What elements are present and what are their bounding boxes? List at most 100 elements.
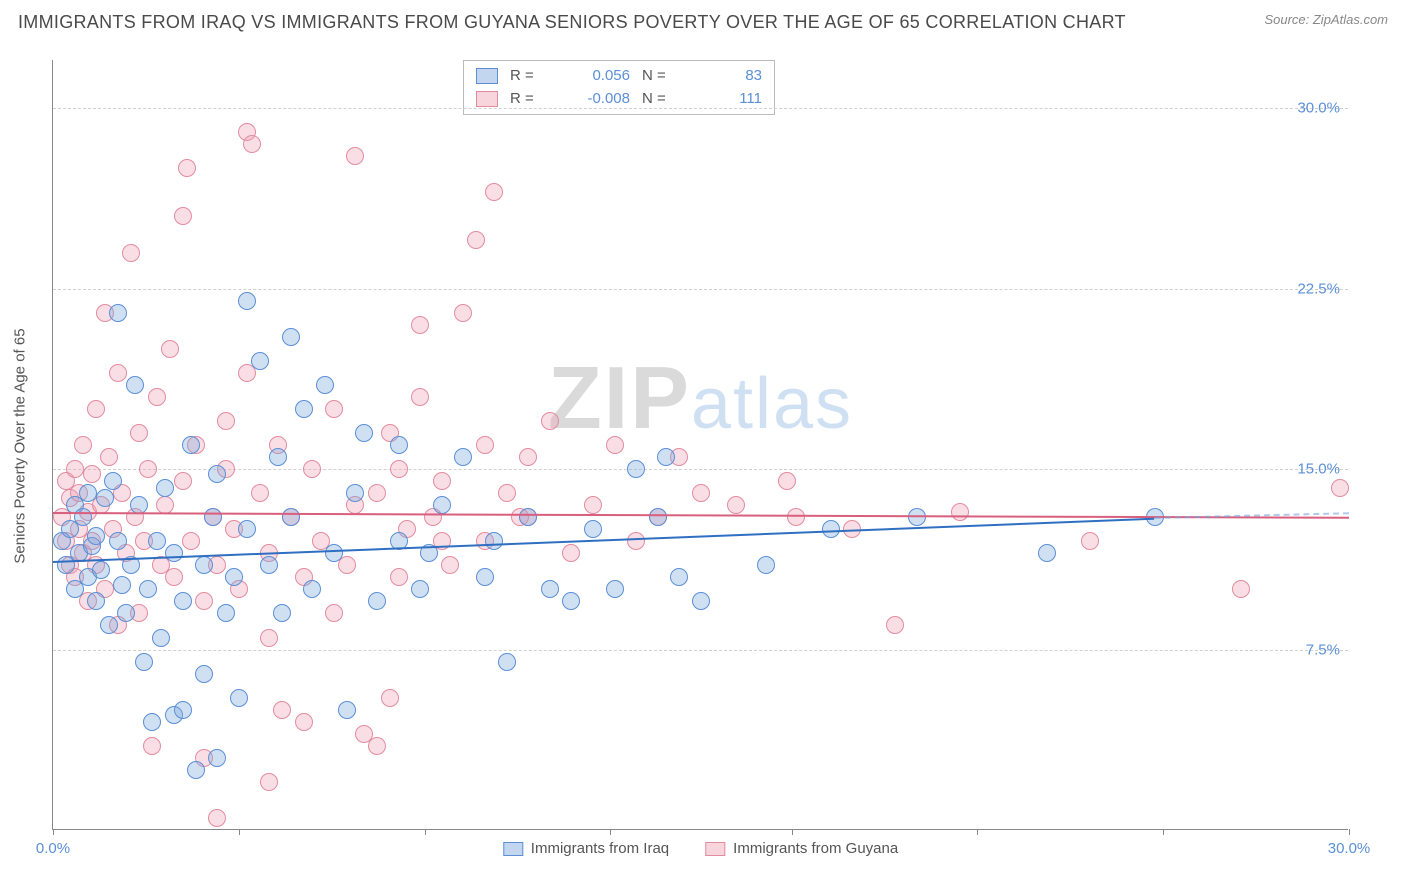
iraq-data-point <box>208 465 226 483</box>
iraq-n-value: 83 <box>692 65 762 88</box>
iraq-data-point <box>757 556 775 574</box>
iraq-data-point <box>454 448 472 466</box>
iraq-data-point <box>627 460 645 478</box>
guyana-data-point <box>66 460 84 478</box>
iraq-data-point <box>187 761 205 779</box>
iraq-data-point <box>96 489 114 507</box>
iraq-data-point <box>225 568 243 586</box>
iraq-data-point <box>485 532 503 550</box>
iraq-data-point <box>126 376 144 394</box>
iraq-data-point <box>87 527 105 545</box>
legend-n-label: N = <box>642 65 680 88</box>
guyana-data-point <box>584 496 602 514</box>
iraq-data-point <box>411 580 429 598</box>
iraq-data-point <box>87 592 105 610</box>
iraq-data-point <box>156 479 174 497</box>
guyana-data-point <box>390 568 408 586</box>
iraq-data-point <box>541 580 559 598</box>
guyana-data-point <box>441 556 459 574</box>
guyana-data-point <box>143 737 161 755</box>
guyana-data-point <box>368 737 386 755</box>
guyana-data-point <box>368 484 386 502</box>
iraq-data-point <box>238 292 256 310</box>
x-tick-mark <box>53 829 54 835</box>
x-tick-mark <box>1349 829 1350 835</box>
guyana-data-point <box>87 400 105 418</box>
iraq-data-point <box>251 352 269 370</box>
gridline <box>53 289 1348 290</box>
iraq-swatch-icon <box>503 842 523 856</box>
iraq-data-point <box>273 604 291 622</box>
guyana-data-point <box>485 183 503 201</box>
guyana-data-point <box>295 713 313 731</box>
iraq-data-point <box>562 592 580 610</box>
iraq-data-point <box>368 592 386 610</box>
iraq-data-point <box>143 713 161 731</box>
chart-plot-area: R = 0.056 N = 83 R = -0.008 N = 111 ZIPa… <box>52 60 1348 830</box>
guyana-data-point <box>498 484 516 502</box>
iraq-data-point <box>269 448 287 466</box>
guyana-data-point <box>130 424 148 442</box>
guyana-data-point <box>273 701 291 719</box>
iraq-data-point <box>174 701 192 719</box>
iraq-data-point <box>657 448 675 466</box>
guyana-data-point <box>178 159 196 177</box>
guyana-data-point <box>303 460 321 478</box>
iraq-data-point <box>139 580 157 598</box>
guyana-data-point <box>109 364 127 382</box>
iraq-data-point <box>165 544 183 562</box>
guyana-data-point <box>951 503 969 521</box>
iraq-data-point <box>670 568 688 586</box>
iraq-data-point <box>325 544 343 562</box>
guyana-data-point <box>122 244 140 262</box>
correlation-legend: R = 0.056 N = 83 R = -0.008 N = 111 <box>463 60 775 115</box>
guyana-data-point <box>100 448 118 466</box>
iraq-data-point <box>390 436 408 454</box>
guyana-data-point <box>476 436 494 454</box>
iraq-data-point <box>204 508 222 526</box>
iraq-data-point <box>74 508 92 526</box>
iraq-data-point <box>355 424 373 442</box>
source-attribution: Source: ZipAtlas.com <box>1264 12 1388 27</box>
guyana-data-point <box>243 135 261 153</box>
iraq-data-point <box>92 561 110 579</box>
gridline <box>53 108 1348 109</box>
guyana-data-point <box>627 532 645 550</box>
x-tick-mark <box>1163 829 1164 835</box>
iraq-r-value: 0.056 <box>560 65 630 88</box>
iraq-data-point <box>113 576 131 594</box>
iraq-data-point <box>476 568 494 586</box>
y-tick-label: 7.5% <box>1306 641 1340 658</box>
iraq-data-point <box>338 701 356 719</box>
guyana-r-value: -0.008 <box>560 88 630 111</box>
iraq-data-point <box>260 556 278 574</box>
iraq-data-point <box>346 484 364 502</box>
guyana-data-point <box>778 472 796 490</box>
guyana-data-point <box>727 496 745 514</box>
iraq-data-point <box>217 604 235 622</box>
x-tick-label: 0.0% <box>36 840 70 857</box>
iraq-data-point <box>230 689 248 707</box>
iraq-data-point <box>1038 544 1056 562</box>
legend-r-label: R = <box>510 65 548 88</box>
iraq-data-point <box>152 629 170 647</box>
iraq-swatch-icon <box>476 68 498 84</box>
guyana-data-point <box>411 388 429 406</box>
guyana-data-point <box>692 484 710 502</box>
guyana-data-point <box>182 532 200 550</box>
guyana-data-point <box>433 472 451 490</box>
iraq-data-point <box>195 556 213 574</box>
watermark-logo: ZIPatlas <box>548 347 853 449</box>
iraq-data-point <box>117 604 135 622</box>
guyana-data-point <box>217 412 235 430</box>
gridline <box>53 469 1348 470</box>
guyana-data-point <box>562 544 580 562</box>
iraq-data-point <box>208 749 226 767</box>
guyana-data-point <box>390 460 408 478</box>
guyana-n-value: 111 <box>692 88 762 111</box>
guyana-data-point <box>541 412 559 430</box>
guyana-data-point <box>346 147 364 165</box>
guyana-data-point <box>174 207 192 225</box>
iraq-data-point <box>135 653 153 671</box>
guyana-data-point <box>161 340 179 358</box>
